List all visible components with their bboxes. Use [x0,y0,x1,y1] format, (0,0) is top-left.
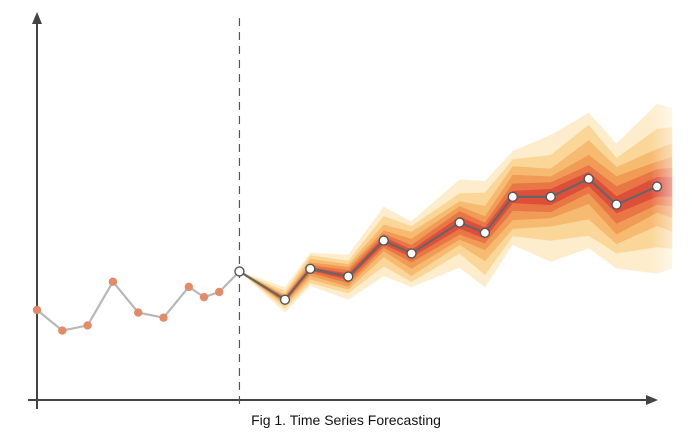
forecast-point [545,191,556,203]
fan-fade-overlay [460,40,692,400]
history-line [36,270,241,332]
forecast-point [343,271,354,282]
axes [28,12,658,410]
forecast-point [651,181,663,192]
x-axis-arrow [646,395,658,405]
forecast-point [454,217,465,228]
forecast-point [507,191,518,203]
forecast-point [479,227,491,239]
forecast-point [234,266,245,277]
history-point [159,313,168,322]
history-point [58,326,67,335]
forecast-point [305,263,316,275]
figure-caption: Fig 1. Time Series Forecasting [251,412,441,428]
history-point [83,321,92,330]
forecast-point [279,294,291,305]
history-point [32,305,42,315]
history-point [134,308,143,317]
forecast-point [611,199,622,210]
forecast-point [378,235,389,246]
history-point [199,292,209,302]
history-point [184,282,194,292]
y-axis-arrow [32,12,42,24]
series-points [32,173,663,335]
history-point [215,287,224,297]
history-point [108,277,118,286]
forecast-point [583,173,594,185]
forecast-point [406,248,417,259]
